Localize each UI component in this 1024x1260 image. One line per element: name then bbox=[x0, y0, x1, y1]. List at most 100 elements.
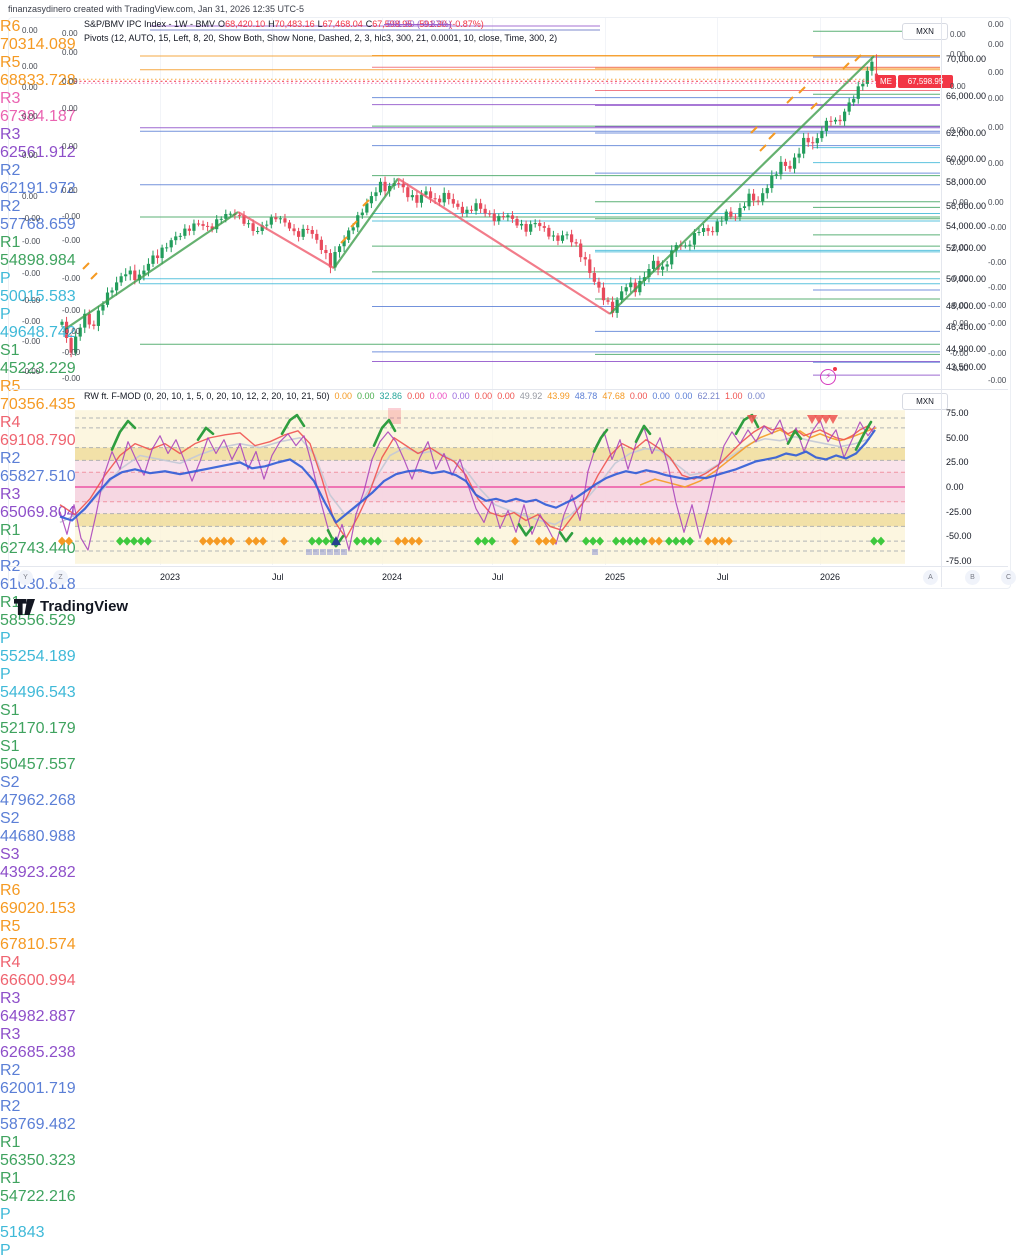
price-axis-label[interactable]: 44,900.00 bbox=[946, 344, 987, 354]
price-axis-label[interactable]: 66,000.00 bbox=[946, 91, 987, 101]
pivot-label-R3: R3 bbox=[0, 486, 21, 503]
pivot-value: 70314.089 bbox=[0, 36, 76, 53]
symbol-title[interactable]: S&P/BMV IPC Index - 1W - BMV bbox=[84, 19, 216, 29]
oscillator-value: 48.78 bbox=[574, 391, 598, 401]
time-axis-label[interactable]: 2024 bbox=[382, 572, 403, 582]
pivot-value: 68833.728 bbox=[0, 72, 76, 89]
pivot-value: 69108.790 bbox=[0, 432, 76, 449]
pivot-label-R1: R1 bbox=[0, 234, 21, 251]
time-axis-button-z[interactable]: Z bbox=[53, 570, 68, 585]
currency-badge-main[interactable]: MXN bbox=[902, 23, 948, 40]
pivot-value: 54898.984 bbox=[0, 252, 76, 269]
pivot-label-S1: S1 bbox=[0, 702, 20, 719]
price-axis-label[interactable]: 58,000.00 bbox=[946, 177, 987, 187]
panel-separator[interactable] bbox=[9, 389, 1008, 390]
oscillator-axis-label[interactable]: 75.00 bbox=[946, 408, 969, 419]
time-axis-label[interactable]: 2026 bbox=[820, 572, 841, 582]
scale-value-label: -0.00 bbox=[950, 301, 969, 310]
scale-value-label: -0.00 bbox=[950, 198, 969, 207]
time-axis-separator bbox=[9, 566, 1008, 567]
time-axis-label[interactable]: Jul bbox=[272, 572, 284, 582]
oscillator-value: 32.86 bbox=[379, 391, 403, 401]
alert-dot bbox=[833, 367, 837, 371]
oscillator-value: 49.92 bbox=[519, 391, 543, 401]
time-axis-label[interactable]: Jul bbox=[492, 572, 504, 582]
scale-value-label: 0.00 bbox=[988, 198, 1004, 207]
oscillator-axis-label[interactable]: 50.00 bbox=[946, 432, 969, 443]
scale-value-label: 0.00 bbox=[950, 30, 966, 39]
scale-value-label: -0.00 bbox=[950, 349, 969, 358]
price-axis-label[interactable]: 50,000.00 bbox=[946, 274, 987, 284]
oscillator-title[interactable]: RW ft. F-MOD (0, 20, 10, 1, 5, 0, 20, 10… bbox=[84, 391, 330, 401]
time-axis-button-y[interactable]: Y bbox=[18, 570, 33, 585]
pivot-label-P: P bbox=[0, 1242, 11, 1259]
oscillator-axis-label[interactable]: 0.00 bbox=[946, 482, 964, 492]
pivot-label-S2: S2 bbox=[0, 810, 20, 827]
scale-value-label: 0.00 bbox=[988, 40, 1004, 49]
price-tag-value: 67,598.95 bbox=[898, 75, 953, 89]
pivot-value: 43923.282 bbox=[0, 864, 76, 881]
ohlc-value: 68,420.10 bbox=[225, 19, 266, 29]
oscillator-axis-label[interactable]: -50.00 bbox=[946, 531, 972, 542]
tradingview-logo-text: TradingView bbox=[40, 598, 129, 615]
pivot-label-R3: R3 bbox=[0, 90, 21, 107]
oscillator-panel[interactable] bbox=[0, 403, 1024, 565]
oscillator-legend[interactable]: RW ft. F-MOD (0, 20, 10, 1, 5, 0, 20, 10… bbox=[84, 391, 765, 401]
time-axis-label[interactable]: Jul bbox=[717, 572, 729, 582]
scale-value-label: -0.00 bbox=[988, 223, 1007, 232]
scale-value-label: -0.00 bbox=[950, 274, 969, 283]
scale-value-label: -0.00 bbox=[22, 337, 41, 346]
pivot-value: 65827.510 bbox=[0, 468, 76, 485]
price-axis-label[interactable]: 70,000.00 bbox=[946, 54, 987, 64]
scale-value-label: 0.00 bbox=[22, 151, 38, 160]
pivot-value: 54496.543 bbox=[0, 684, 76, 701]
oscillator-axis-label[interactable]: 25.00 bbox=[946, 457, 969, 468]
price-axis-label[interactable]: 62,000.00 bbox=[946, 128, 987, 138]
lightning-alert-icon[interactable]: ⚡ bbox=[820, 369, 836, 385]
price-axis-label[interactable]: 52,000.00 bbox=[946, 243, 987, 253]
price-axis-separator bbox=[941, 17, 942, 587]
scale-value-label: -0.00 bbox=[22, 237, 41, 246]
pivot-label-R2: R2 bbox=[0, 198, 21, 215]
pivot-label-S1: S1 bbox=[0, 738, 20, 755]
pivot-level-labels: R6 70314.089 R5 68833.728 R3 67384.187 R3 62561… bbox=[0, 18, 1024, 1259]
scale-value-label: 0.00 bbox=[950, 82, 966, 91]
price-axis-label[interactable]: 56,000.00 bbox=[946, 201, 987, 211]
scale-value-label: -0.00 bbox=[988, 319, 1007, 328]
oscillator-value: 47.68 bbox=[602, 391, 625, 401]
price-axis-label[interactable]: 46,400.00 bbox=[946, 322, 987, 332]
price-axis-label[interactable]: 60,000.00 bbox=[946, 154, 987, 164]
oscillator-value: 0.00 bbox=[334, 391, 352, 401]
pivot-label-R5: R5 bbox=[0, 918, 21, 935]
scale-value-label: -0.00 bbox=[950, 243, 969, 252]
scale-value-label: -0.00 bbox=[22, 269, 41, 278]
tradingview-logo[interactable]: TradingView bbox=[14, 598, 128, 615]
time-axis-button-a[interactable]: A bbox=[923, 570, 938, 585]
price-axis-label[interactable]: 54,000.00 bbox=[946, 221, 987, 231]
time-axis-button-c[interactable]: C bbox=[1001, 570, 1016, 585]
oscillator-axis-label[interactable]: -25.00 bbox=[946, 506, 972, 517]
time-axis-button-b[interactable]: B bbox=[965, 570, 980, 585]
scale-value-label: 0.00 bbox=[988, 20, 1004, 29]
currency-badge-oscillator: MXN bbox=[902, 393, 948, 410]
oscillator-value: 0.00 bbox=[747, 391, 766, 401]
gridline bbox=[272, 18, 273, 565]
time-axis-label[interactable]: 2023 bbox=[160, 572, 181, 582]
pivot-label-R2: R2 bbox=[0, 162, 21, 179]
price-axis-label[interactable]: 48,000.00 bbox=[946, 301, 987, 311]
time-axis-label[interactable]: 2025 bbox=[605, 572, 626, 582]
price-tag-label: ME bbox=[876, 75, 896, 89]
pivot-value: 62561.912 bbox=[0, 144, 76, 161]
pivot-value: 65069.804 bbox=[0, 504, 76, 521]
oscillator-axis-label[interactable]: -75.00 bbox=[946, 555, 972, 566]
pivots-settings-legend[interactable]: Pivots (12, AUTO, 15, Left, 8, 20, Show … bbox=[84, 33, 558, 43]
price-axis-label[interactable]: 43,500.00 bbox=[946, 362, 987, 372]
gridline bbox=[820, 18, 821, 565]
main-candlestick-chart[interactable] bbox=[0, 18, 1024, 390]
symbol-legend[interactable]: S&P/BMV IPC Index - 1W - BMV O68,420.10 H7… bbox=[84, 19, 484, 29]
pivot-label-R6: R6 bbox=[0, 882, 21, 899]
scale-value-label: -0.00 bbox=[22, 296, 41, 305]
ohlc-value: 67,468.04 bbox=[322, 19, 363, 29]
pivot-label-P: P bbox=[0, 270, 11, 287]
gridline bbox=[160, 18, 161, 565]
